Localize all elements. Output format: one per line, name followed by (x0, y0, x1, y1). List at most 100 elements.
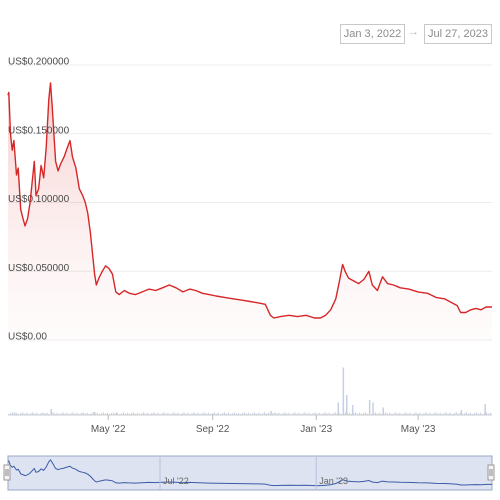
volume-bar (201, 413, 203, 415)
volume-bar (223, 412, 225, 415)
volume-bar (354, 412, 357, 415)
volume-bar (145, 413, 147, 415)
volume-bar (64, 413, 66, 415)
volume-bar (32, 412, 34, 415)
volume-bar (161, 413, 163, 415)
volume-bar (375, 412, 377, 415)
volume-bar (292, 413, 294, 415)
volume-bar (298, 412, 300, 415)
volume-bar (84, 413, 86, 415)
volume-bar (203, 412, 205, 415)
y-tick-label: US$0.00 (8, 332, 47, 343)
volume-bar (417, 413, 419, 415)
volume-bar (465, 412, 467, 415)
volume-bar (389, 412, 391, 415)
volume-bar (449, 412, 451, 415)
volume-bar (395, 412, 397, 415)
volume-bar (270, 411, 272, 415)
volume-bar (86, 412, 88, 415)
volume-bar (278, 412, 280, 415)
volume-bar (316, 413, 318, 415)
volume-bar (60, 413, 62, 415)
y-tick-label: US$0.200000 (8, 57, 70, 68)
navigator[interactable]: Jul '22 Jan '23 (3, 455, 495, 491)
volume-bar (133, 412, 135, 415)
volume-bar (20, 413, 22, 415)
volume-bar (318, 412, 320, 415)
volume-bar (443, 413, 445, 415)
volume-bar (213, 412, 215, 415)
volume-bar (80, 413, 82, 415)
volume-bar (235, 413, 238, 415)
volume-bar (157, 412, 159, 415)
volume-bar (351, 405, 354, 415)
volume-bar (457, 413, 459, 415)
volume-bar (197, 412, 199, 415)
volume-bar (264, 412, 266, 415)
volume-bar (30, 413, 32, 415)
volume-bar (433, 413, 435, 415)
volume-bar (141, 413, 143, 415)
volume-bar (423, 413, 425, 415)
volume-bar (455, 412, 457, 415)
volume-bar (50, 409, 52, 415)
volume-bar (246, 413, 248, 415)
volume-bar (479, 412, 482, 415)
volume-bar (415, 412, 417, 415)
volume-bar (131, 413, 133, 415)
volume-bar (231, 413, 233, 415)
volume-bar (36, 412, 38, 415)
volume-bar (382, 407, 384, 415)
date-to-input[interactable]: Jul 27, 2023 (424, 24, 492, 44)
volume-bar (52, 412, 54, 415)
volume-bar (135, 413, 137, 415)
volume-bar (70, 413, 72, 415)
navigator-right-handle[interactable] (487, 464, 495, 481)
volume-bar (171, 413, 173, 415)
volume-bar (72, 412, 74, 415)
range-arrow-icon: → (408, 26, 419, 38)
volume-bar (453, 413, 455, 415)
volume-bar (193, 412, 195, 415)
volume-bar (485, 412, 488, 415)
x-tick-label: May '22 (91, 424, 126, 435)
volume-bar (429, 412, 431, 415)
volume-bar (10, 413, 12, 415)
volume-bar (346, 395, 348, 415)
volume-bar (302, 413, 304, 415)
volume-bar (13, 412, 16, 415)
volume-bar (151, 413, 153, 415)
volume-bar (332, 413, 334, 415)
volume-bar (34, 413, 36, 415)
navigator-labels: Jul '22 Jan '23 (159, 456, 348, 490)
volume-bar (467, 413, 469, 415)
volume-bar (114, 413, 117, 415)
date-from-input[interactable]: Jan 3, 2022 (340, 24, 405, 44)
volume-bar (100, 413, 102, 415)
volume-bar (425, 412, 427, 415)
y-tick-label: US$0.150000 (8, 125, 70, 136)
volume-bar (207, 412, 209, 415)
x-axis-labels: May '22 Sep '22 Jan '23 May '23 (91, 415, 436, 435)
volume-bar (183, 412, 185, 415)
volume-bar (215, 413, 217, 415)
volume-bar (314, 412, 316, 415)
volume-bar (286, 413, 288, 415)
volume-bar (46, 412, 48, 415)
volume-bar (385, 412, 387, 415)
volume-bar (233, 412, 236, 415)
volume-bar (379, 412, 381, 415)
volume-bar (435, 412, 437, 415)
volume-bar (348, 412, 350, 415)
volume-bar (16, 412, 18, 415)
volume-bar (153, 412, 155, 415)
volume-bar (237, 412, 240, 415)
volume-bar (175, 413, 177, 415)
volume-bar (143, 412, 145, 415)
volume-bar (205, 413, 207, 415)
volume-bar (437, 413, 439, 415)
volume-bar (403, 413, 405, 415)
navigator-window (7, 455, 493, 491)
navigator-left-handle[interactable] (3, 464, 11, 481)
volume-bar (256, 413, 258, 415)
